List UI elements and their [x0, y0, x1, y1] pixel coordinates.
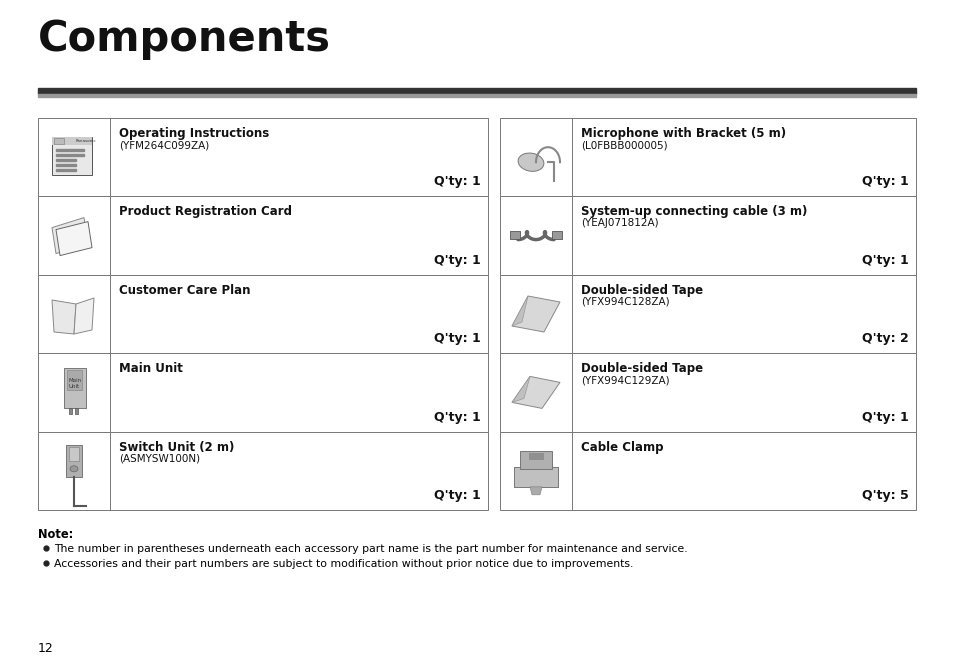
Bar — [519, 451, 552, 469]
Bar — [64, 368, 86, 409]
Bar — [66, 445, 82, 477]
Polygon shape — [512, 296, 527, 326]
Bar — [510, 231, 519, 239]
Bar — [514, 467, 558, 486]
Bar — [75, 409, 78, 415]
Text: Q'ty: 1: Q'ty: 1 — [862, 175, 908, 189]
Text: (ASMYSW100N): (ASMYSW100N) — [119, 454, 200, 464]
Polygon shape — [512, 376, 530, 403]
Polygon shape — [56, 221, 91, 256]
Bar — [38, 94, 915, 97]
Text: Microphone with Bracket (5 m): Microphone with Bracket (5 m) — [580, 127, 785, 140]
Polygon shape — [530, 486, 541, 495]
Polygon shape — [52, 300, 76, 334]
Bar — [38, 353, 488, 431]
Bar — [499, 118, 915, 197]
Bar — [52, 137, 91, 145]
Bar — [67, 370, 82, 391]
Bar — [69, 447, 79, 461]
Text: Components: Components — [38, 18, 331, 60]
Text: System-up connecting cable (3 m): System-up connecting cable (3 m) — [580, 205, 806, 218]
Text: Q'ty: 1: Q'ty: 1 — [434, 489, 480, 502]
Bar — [56, 159, 76, 161]
Bar — [499, 275, 915, 353]
Text: (YFX994C128ZA): (YFX994C128ZA) — [580, 297, 669, 307]
Text: Main Unit: Main Unit — [119, 362, 183, 375]
Bar — [38, 275, 488, 353]
Text: Note:: Note: — [38, 528, 73, 541]
Bar — [529, 453, 542, 459]
Bar — [499, 197, 915, 275]
Ellipse shape — [517, 153, 543, 171]
Bar — [38, 88, 915, 94]
Polygon shape — [512, 376, 559, 409]
Text: Double-sided Tape: Double-sided Tape — [580, 362, 702, 375]
Bar — [69, 409, 71, 415]
Text: Main: Main — [69, 378, 82, 383]
Text: The number in parentheses underneath each accessory part name is the part number: The number in parentheses underneath eac… — [54, 544, 687, 554]
Text: Q'ty: 1: Q'ty: 1 — [434, 175, 480, 189]
Text: Switch Unit (2 m): Switch Unit (2 m) — [119, 441, 234, 454]
Text: 12: 12 — [38, 642, 53, 655]
Bar — [38, 197, 488, 275]
Text: Operating Instructions: Operating Instructions — [119, 127, 269, 140]
Text: Q'ty: 1: Q'ty: 1 — [862, 254, 908, 267]
Text: Customer Care Plan: Customer Care Plan — [119, 284, 251, 297]
Text: Q'ty: 1: Q'ty: 1 — [434, 332, 480, 345]
Bar — [56, 149, 84, 151]
Text: Q'ty: 2: Q'ty: 2 — [862, 332, 908, 345]
Text: (YEAJ071812A): (YEAJ071812A) — [580, 218, 658, 228]
Bar — [56, 169, 76, 171]
Polygon shape — [512, 296, 559, 332]
Text: Product Registration Card: Product Registration Card — [119, 205, 292, 218]
Text: Panasonic: Panasonic — [76, 139, 96, 143]
Text: Q'ty: 1: Q'ty: 1 — [862, 411, 908, 423]
Text: (YFX994C129ZA): (YFX994C129ZA) — [580, 375, 669, 385]
Bar — [54, 138, 64, 144]
Bar — [52, 137, 91, 175]
Text: Q'ty: 1: Q'ty: 1 — [434, 254, 480, 267]
Text: Cable Clamp: Cable Clamp — [580, 441, 662, 454]
Text: (YFM264C099ZA): (YFM264C099ZA) — [119, 140, 209, 150]
Bar — [499, 353, 915, 431]
Text: Accessories and their part numbers are subject to modification without prior not: Accessories and their part numbers are s… — [54, 559, 633, 569]
Polygon shape — [52, 217, 88, 254]
Bar — [56, 164, 76, 166]
Bar — [552, 231, 561, 239]
Bar — [56, 154, 84, 156]
Ellipse shape — [70, 466, 78, 472]
Text: Double-sided Tape: Double-sided Tape — [580, 284, 702, 297]
Bar — [38, 431, 488, 510]
Text: Q'ty: 5: Q'ty: 5 — [862, 489, 908, 502]
Text: Unit: Unit — [69, 384, 80, 389]
Polygon shape — [74, 298, 94, 334]
Bar — [38, 118, 488, 197]
Text: Q'ty: 1: Q'ty: 1 — [434, 411, 480, 423]
Bar — [499, 431, 915, 510]
Text: (L0FBBB000005): (L0FBBB000005) — [580, 140, 667, 150]
